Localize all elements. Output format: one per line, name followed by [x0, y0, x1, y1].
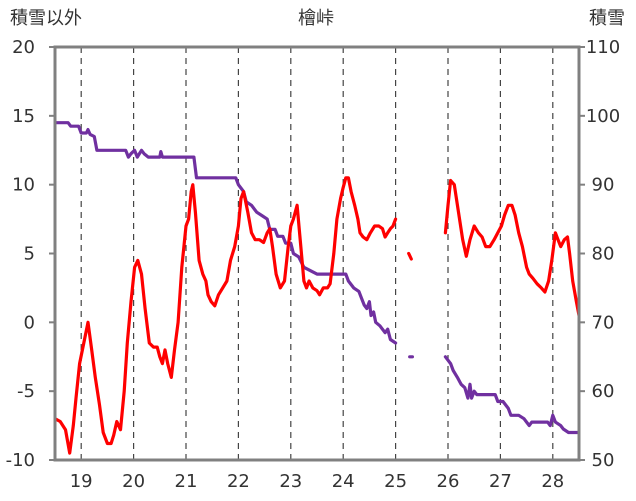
y-left-tick-label: -5 [17, 381, 35, 402]
left-axis-title: 積雪以外 [10, 8, 82, 29]
y-right-tick-label: 80 [592, 244, 615, 265]
x-tick-label: 27 [489, 471, 512, 492]
y-left-tick-label: -10 [6, 450, 35, 471]
data-series [55, 121, 579, 455]
y-right-tick-label: 60 [592, 381, 615, 402]
temperature-line [55, 176, 398, 455]
x-tick-label: 24 [332, 471, 355, 492]
y-right-tick-label: 70 [592, 312, 615, 333]
x-tick-label: 28 [541, 471, 564, 492]
temperature-line [407, 251, 413, 261]
x-tick-label: 21 [175, 471, 198, 492]
y-right-tick-label: 90 [592, 175, 615, 196]
chart-title: 檜峠 [298, 7, 334, 29]
right-axis-title: 積雪 [589, 8, 625, 29]
x-tick-label: 25 [384, 471, 407, 492]
y-left-tick-label: 10 [12, 175, 35, 196]
right-axis: 110 100 90 80 70 60 50 [579, 37, 620, 471]
y-right-tick-label: 50 [592, 450, 615, 471]
y-left-tick-label: 0 [24, 312, 35, 333]
snow-depth-line [55, 121, 398, 345]
snow-depth-line [443, 355, 579, 435]
x-tick-label: 20 [122, 471, 145, 492]
y-left-tick-label: 20 [12, 37, 35, 58]
y-right-tick-label: 100 [586, 106, 620, 127]
x-axis: 19 20 21 22 23 24 25 26 27 28 [70, 471, 565, 492]
y-left-tick-label: 5 [24, 244, 35, 265]
y-left-tick-label: 15 [12, 106, 35, 127]
y-right-tick-label: 110 [586, 37, 620, 58]
x-tick-label: 22 [227, 471, 250, 492]
temperature-line [443, 178, 579, 320]
x-tick-label: 19 [70, 471, 93, 492]
x-tick-label: 26 [437, 471, 460, 492]
vertical-gridlines [80, 47, 554, 460]
x-tick-label: 23 [279, 471, 302, 492]
left-axis: 20 15 10 5 0 -5 -10 [6, 37, 55, 471]
